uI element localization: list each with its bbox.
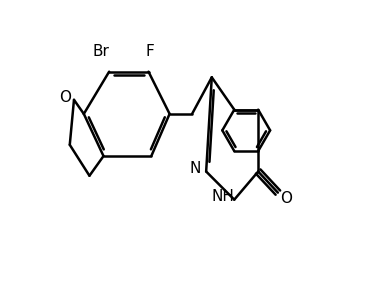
- Text: Br: Br: [92, 44, 109, 59]
- Text: NH: NH: [212, 189, 235, 204]
- Text: O: O: [280, 191, 292, 206]
- Text: F: F: [146, 44, 154, 59]
- Text: N: N: [189, 161, 200, 176]
- Text: O: O: [60, 89, 72, 105]
